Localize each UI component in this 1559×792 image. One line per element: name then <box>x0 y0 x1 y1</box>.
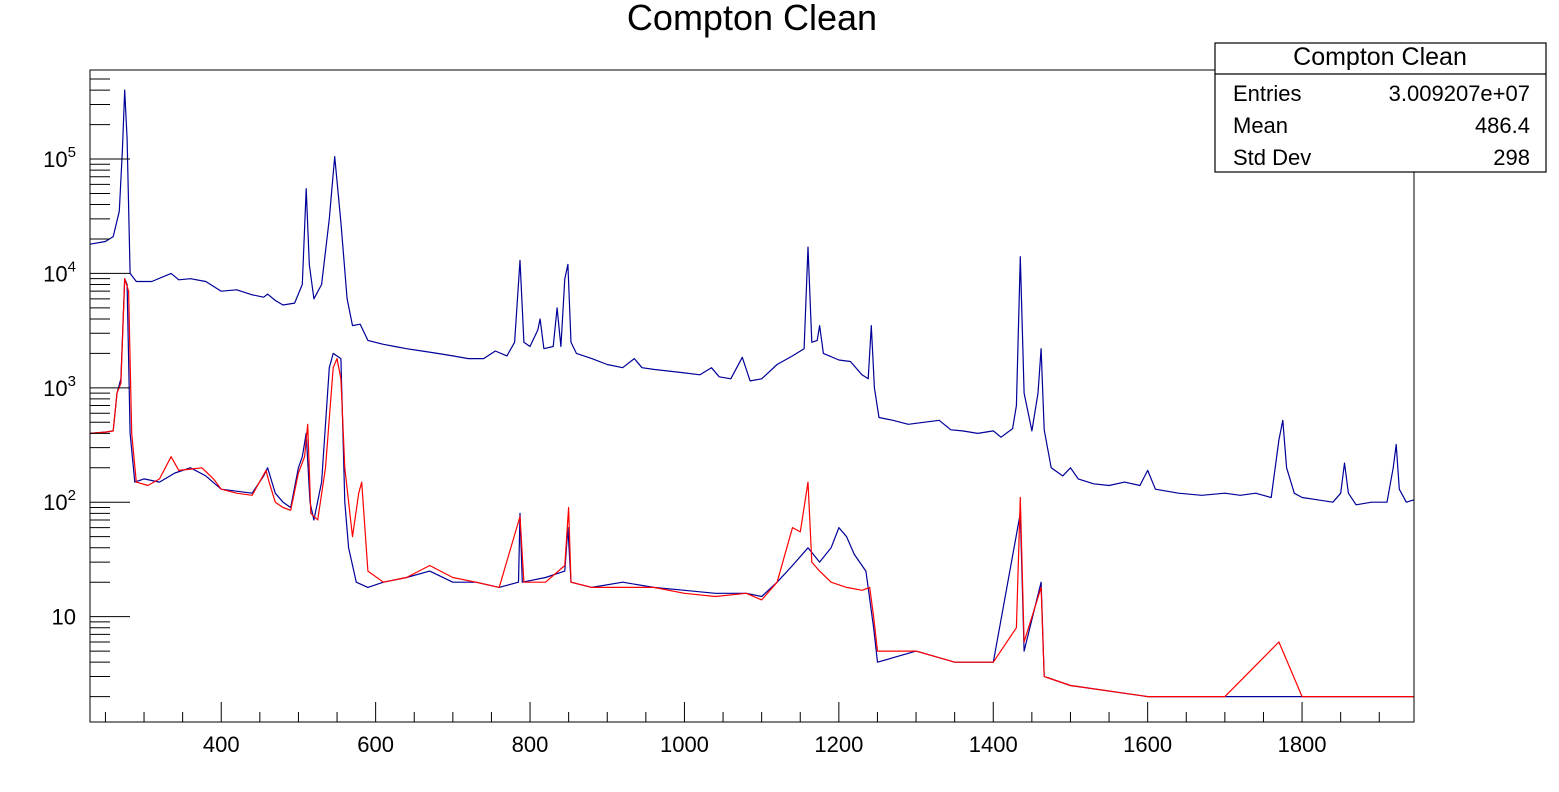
y-tick-label: 10 <box>52 605 76 630</box>
chart-title: Compton Clean <box>627 0 877 38</box>
stats-value-mean: 486.4 <box>1475 113 1530 138</box>
stats-box-title: Compton Clean <box>1293 43 1467 71</box>
stats-label-entries: Entries <box>1233 81 1301 106</box>
plot-frame <box>89 69 1415 723</box>
y-axis: 10 102 103 104 105 <box>43 69 130 698</box>
x-axis: 400 600 800 1000 1200 1400 1600 1800 <box>104 702 1380 757</box>
y-tick-label: 104 <box>43 258 76 286</box>
x-tick-label: 1000 <box>660 732 709 757</box>
x-tick-label: 800 <box>512 732 549 757</box>
stats-label-mean: Mean <box>1233 113 1288 138</box>
y-tick-label: 102 <box>43 487 76 515</box>
x-tick-label: 600 <box>357 732 394 757</box>
x-tick-label: 1400 <box>969 732 1018 757</box>
x-tick-label: 1800 <box>1278 732 1327 757</box>
x-tick-label: 400 <box>203 732 240 757</box>
y-tick-label: 103 <box>43 373 76 401</box>
plot-series-group <box>89 89 1415 698</box>
x-tick-label: 1200 <box>814 732 863 757</box>
series-line-2 <box>89 278 1414 698</box>
y-tick-label: 105 <box>43 144 76 172</box>
stats-value-entries: 3.009207e+07 <box>1389 81 1530 106</box>
stats-value-stddev: 298 <box>1493 145 1530 170</box>
series-line-0 <box>89 89 1415 506</box>
stats-box-frame <box>1214 42 1547 173</box>
x-tick-label: 1600 <box>1123 732 1172 757</box>
stats-label-stddev: Std Dev <box>1233 145 1311 170</box>
stats-box: Compton Clean Entries 3.009207e+07 Mean … <box>1214 42 1547 173</box>
